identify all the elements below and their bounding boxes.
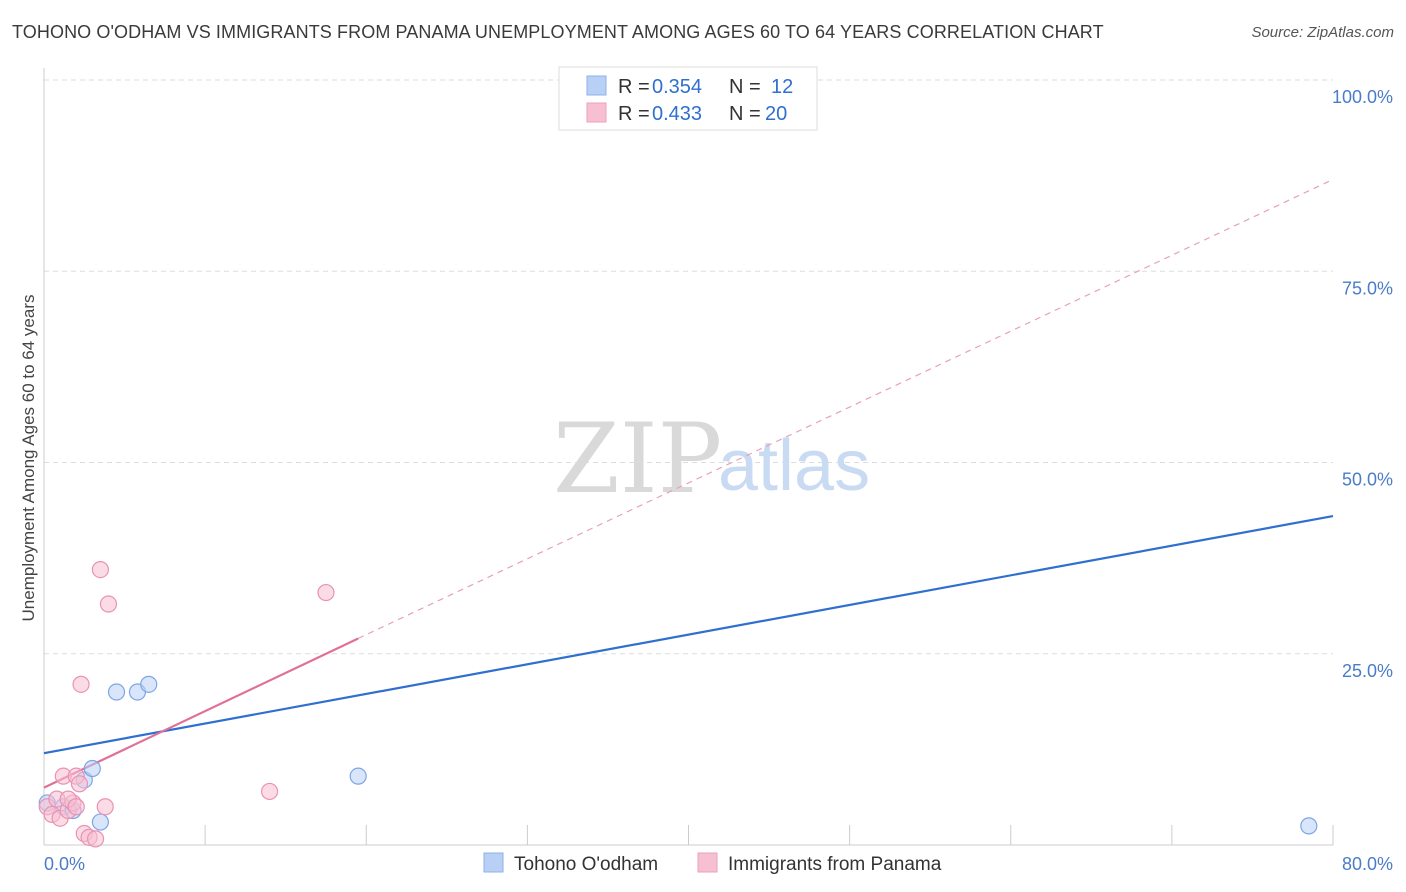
point-panama-14: [91, 560, 109, 579]
legend-swatch-blue: [586, 75, 607, 96]
legend-blue-r-value: 0.354: [652, 76, 702, 98]
legend-pink-r-value: 0.433: [652, 103, 702, 125]
series-legend-label-blue: Tohono O'odham: [514, 854, 658, 875]
y-tick-label-2: 75.0%: [1342, 278, 1393, 298]
legend-blue-n-label: N =: [729, 76, 761, 98]
series-legend: Tohono O'odham Immigrants from Panama: [483, 852, 942, 875]
source-label: Source: ZipAtlas.com: [1251, 24, 1394, 41]
trend-line-panama-extended: [357, 178, 1334, 639]
correlation-legend: R = 0.354 N = 12 R = 0.433 N = 20: [558, 66, 818, 131]
legend-pink-n-value: 20: [765, 103, 787, 125]
point-tohono-oodham-4: [83, 759, 101, 778]
watermark-atlas: atlas: [718, 426, 870, 506]
point-tohono-oodham-11: [1300, 817, 1318, 835]
y-tick-label-0: 25.0%: [1342, 661, 1393, 681]
series-legend-label-pink: Immigrants from Panama: [728, 854, 942, 875]
point-panama-11: [86, 830, 105, 848]
watermark: ZIP atlas: [553, 403, 870, 515]
x-tick-label-1: 80.0%: [1342, 854, 1393, 874]
axes: [43, 68, 1334, 846]
point-tohono-oodham-6: [107, 683, 126, 701]
gridlines: [44, 79, 1333, 655]
y-tick-label-3: 100.0%: [1332, 87, 1393, 107]
y-tick-label-1: 50.0%: [1342, 470, 1393, 490]
x-tick-label-0: 0.0%: [44, 854, 85, 874]
point-tohono-oodham-9: [349, 767, 367, 785]
series-legend-swatch-pink: [697, 852, 718, 873]
y-axis-label: Unemployment Among Ages 60 to 64 years: [19, 295, 38, 622]
legend-pink-n-label: N =: [729, 103, 761, 125]
point-panama-17: [67, 798, 85, 816]
point-panama-19: [317, 583, 335, 602]
point-panama-8: [70, 775, 89, 793]
point-panama-18: [260, 782, 279, 801]
legend-blue-n-value: 12: [771, 76, 793, 98]
point-panama-13: [72, 675, 90, 693]
chart-title: TOHONO O'ODHAM VS IMMIGRANTS FROM PANAMA…: [12, 22, 1104, 42]
point-panama-15: [99, 595, 118, 613]
series-legend-swatch-blue: [483, 852, 504, 873]
legend-swatch-pink: [586, 102, 607, 123]
point-tohono-oodham-8: [140, 675, 158, 693]
point-panama-12: [96, 798, 114, 816]
point-tohono-oodham-5: [91, 813, 109, 831]
trend-line-tohono-oodham: [43, 514, 1334, 755]
trend-lines: [43, 178, 1334, 789]
legend-pink-r-label: R =: [618, 103, 650, 125]
tick-labels: 25.0% 50.0% 75.0% 100.0% 0.0% 80.0%: [44, 87, 1393, 874]
legend-blue-r-label: R =: [618, 76, 650, 98]
watermark-zip: ZIP: [553, 403, 722, 515]
